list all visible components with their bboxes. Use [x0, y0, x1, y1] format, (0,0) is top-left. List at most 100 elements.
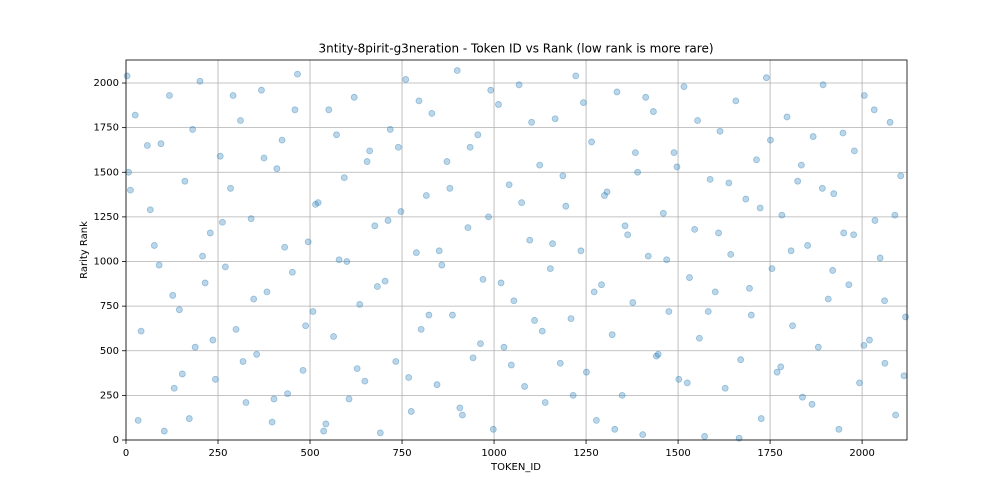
point — [860, 342, 868, 349]
point — [157, 140, 165, 148]
point — [881, 297, 888, 305]
point — [696, 334, 703, 342]
y-tick-label: 750 — [100, 301, 119, 312]
point — [551, 115, 559, 123]
point — [229, 92, 237, 99]
point — [302, 322, 310, 330]
point — [489, 425, 497, 433]
point — [278, 136, 286, 144]
point — [137, 327, 145, 335]
point — [435, 247, 443, 255]
point — [449, 311, 456, 319]
point — [767, 136, 774, 144]
y-tick-label: 2000 — [94, 78, 119, 89]
point — [624, 231, 632, 239]
point — [583, 368, 590, 376]
point — [394, 143, 402, 151]
y-tick-label: 1500 — [94, 167, 119, 178]
point — [131, 111, 139, 119]
point — [715, 229, 722, 237]
point — [840, 229, 848, 237]
point — [458, 411, 466, 419]
point — [143, 142, 151, 149]
grid — [125, 60, 907, 441]
point — [123, 72, 131, 80]
point — [725, 179, 733, 187]
point — [621, 222, 629, 230]
ticks: 0 250 500 750 1000 1250 1500 1750 2000 0 250 500 750… — [94, 78, 875, 459]
point — [422, 192, 430, 199]
point — [353, 365, 361, 373]
point — [477, 340, 484, 348]
point — [592, 416, 600, 424]
point — [701, 433, 708, 440]
point — [526, 236, 534, 244]
point — [497, 279, 505, 287]
point — [127, 186, 134, 194]
point — [814, 343, 822, 351]
point — [221, 263, 229, 271]
point — [546, 265, 554, 273]
point — [850, 147, 858, 155]
y-tick-label: 1250 — [94, 212, 119, 223]
point — [536, 161, 544, 169]
y-tick-label: 1750 — [94, 123, 119, 134]
point — [639, 431, 647, 439]
y-tick-label: 0 — [113, 435, 119, 446]
point — [804, 242, 812, 249]
point — [206, 229, 214, 237]
point — [485, 213, 492, 221]
point — [818, 184, 826, 192]
point — [787, 247, 795, 255]
point — [330, 333, 337, 340]
point — [227, 184, 234, 192]
point — [590, 288, 598, 296]
point — [891, 211, 899, 219]
point — [232, 325, 240, 333]
point — [350, 93, 358, 101]
point — [146, 206, 154, 214]
point — [900, 372, 908, 380]
point — [737, 356, 745, 364]
point — [366, 147, 374, 155]
x-tick-label: 500 — [300, 448, 319, 459]
point — [665, 308, 673, 315]
point — [479, 275, 487, 283]
point — [835, 425, 843, 433]
point — [706, 176, 714, 183]
point — [839, 129, 847, 137]
point — [629, 299, 637, 306]
point — [402, 76, 410, 83]
point — [456, 404, 464, 412]
point — [212, 375, 219, 383]
point — [425, 311, 433, 319]
point — [178, 370, 186, 378]
point — [333, 131, 340, 139]
point — [376, 429, 384, 437]
point — [515, 81, 523, 89]
point — [644, 252, 652, 260]
point — [196, 77, 204, 85]
point — [253, 350, 261, 358]
point — [170, 384, 178, 392]
point — [270, 395, 278, 403]
point — [185, 415, 193, 422]
point — [753, 156, 760, 164]
point — [443, 158, 451, 165]
y-tick-label: 250 — [100, 390, 119, 401]
point — [343, 258, 351, 265]
point — [680, 83, 688, 90]
point — [417, 325, 425, 333]
point — [521, 383, 528, 390]
point — [569, 391, 577, 399]
point — [580, 99, 587, 107]
point — [897, 172, 905, 180]
point — [768, 265, 776, 273]
point — [325, 106, 333, 114]
y-tick-label: 1000 — [94, 257, 119, 268]
point — [281, 243, 289, 251]
point — [237, 117, 244, 124]
point — [611, 425, 619, 433]
point — [691, 225, 699, 233]
